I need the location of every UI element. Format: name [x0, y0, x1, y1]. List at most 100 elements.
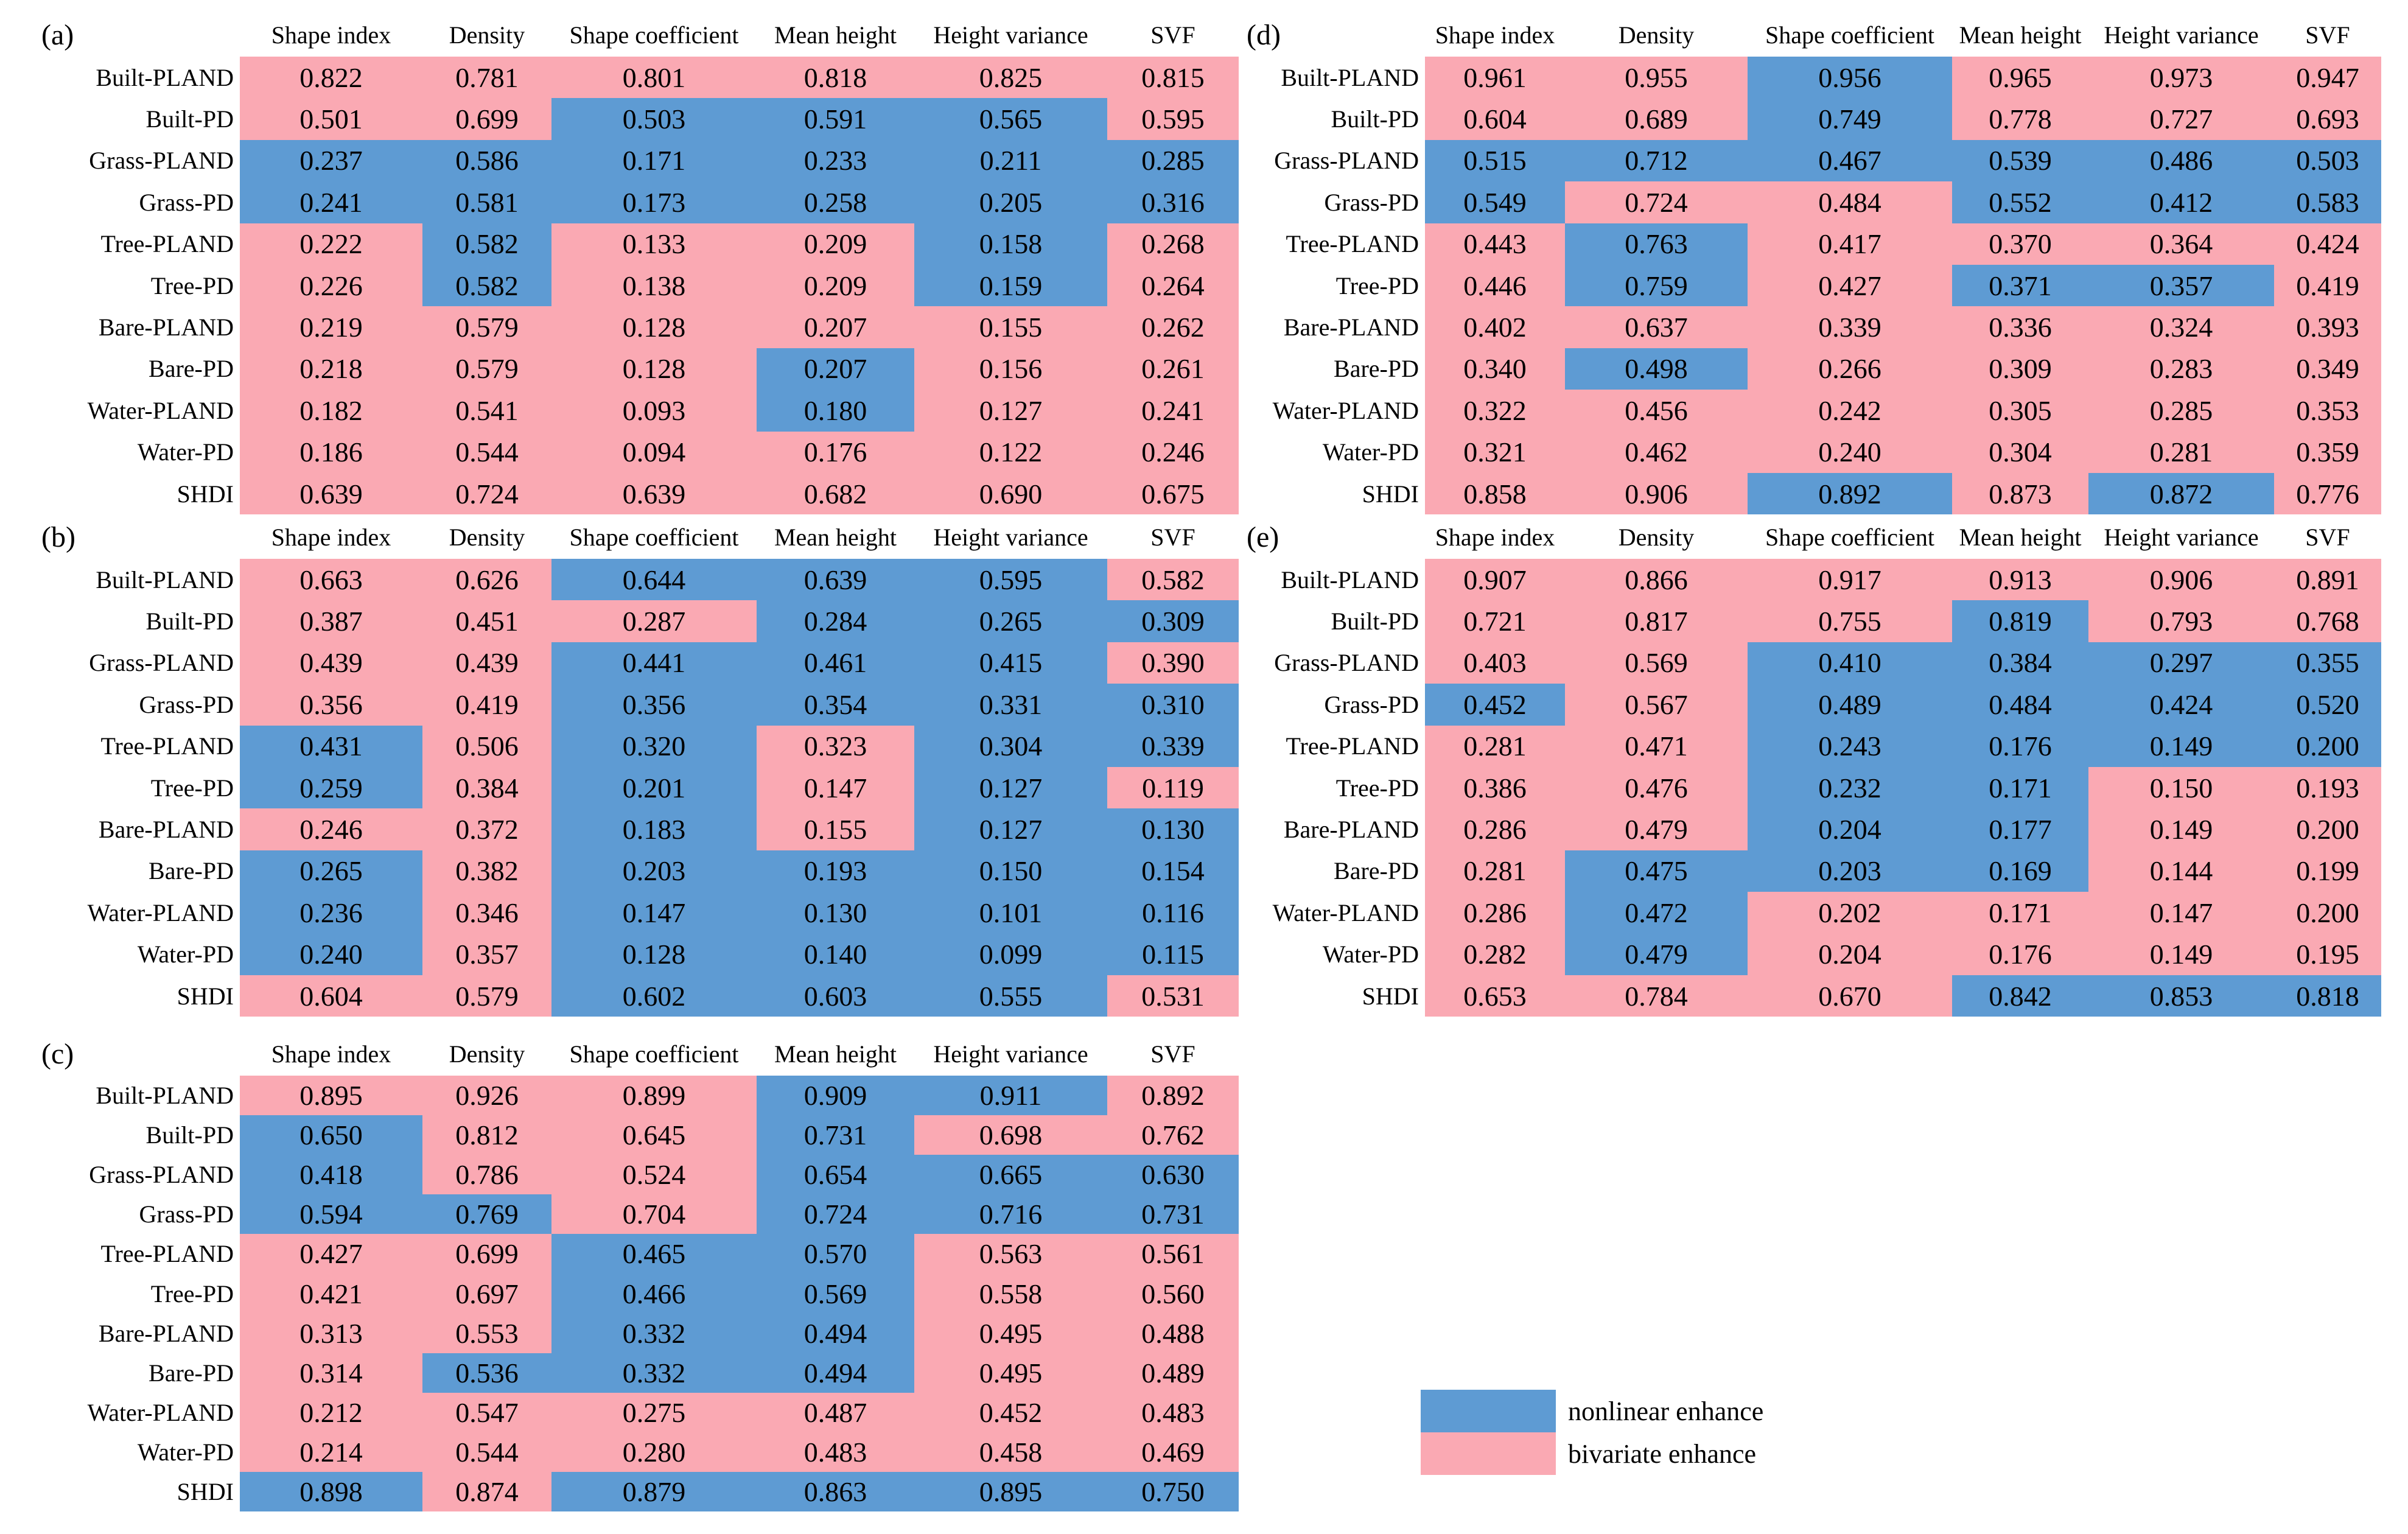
- value-cell-a-r2c4: 0.591: [757, 98, 914, 140]
- value-cell-e-r1c1: 0.907: [1425, 559, 1565, 601]
- value-cell-a-r9c4: 0.180: [757, 390, 914, 432]
- value-cell-e-r9c3: 0.202: [1748, 892, 1952, 934]
- value-cell-e-r6c5: 0.150: [2088, 766, 2274, 809]
- row-label-e-grass-pd: Grass-PD: [1243, 684, 1425, 726]
- value-cell-c-r2c2: 0.812: [422, 1115, 551, 1155]
- value-cell-e-r3c4: 0.384: [1952, 642, 2088, 684]
- value-cell-a-r9c1: 0.182: [240, 390, 422, 432]
- value-cell-d-r4c3: 0.484: [1748, 181, 1952, 223]
- row-label-d-bare-pd: Bare-PD: [1243, 348, 1425, 390]
- value-cell-a-r2c6: 0.595: [1107, 98, 1239, 140]
- value-cell-a-r1c3: 0.801: [551, 57, 757, 99]
- value-cell-b-r5c5: 0.304: [914, 725, 1107, 767]
- value-cell-b-r6c2: 0.384: [422, 766, 551, 809]
- row-label-c-bare-pland: Bare-PLAND: [38, 1313, 240, 1353]
- value-cell-e-r7c4: 0.177: [1952, 808, 2088, 850]
- panel-tag-a: (a): [41, 18, 74, 51]
- value-cell-c-r9c6: 0.483: [1107, 1392, 1239, 1432]
- panel-e: (e) Shape index Density Shape coefficient Me…: [1243, 515, 2381, 1017]
- value-cell-a-r4c1: 0.241: [240, 181, 422, 223]
- value-cell-e-r11c1: 0.653: [1425, 975, 1565, 1017]
- panel-tag-e: (e): [1247, 520, 1279, 553]
- value-cell-c-r2c4: 0.731: [757, 1115, 914, 1155]
- row-label-b-built-pd: Built-PD: [38, 600, 240, 642]
- row-label-a-grass-pland: Grass-PLAND: [38, 139, 240, 182]
- value-cell-d-r6c2: 0.759: [1565, 264, 1748, 307]
- value-cell-e-r1c5: 0.906: [2088, 559, 2274, 601]
- value-cell-c-r9c3: 0.275: [551, 1392, 757, 1432]
- value-cell-c-r4c2: 0.769: [422, 1194, 551, 1235]
- column-header-a-2: Density: [449, 21, 525, 49]
- value-cell-b-r10c6: 0.115: [1107, 933, 1239, 975]
- column-header-b-2: Density: [449, 523, 525, 551]
- value-cell-d-r6c3: 0.427: [1748, 264, 1952, 307]
- value-cell-d-r6c1: 0.446: [1425, 264, 1565, 307]
- value-cell-d-r1c4: 0.965: [1952, 57, 2088, 99]
- value-cell-c-r5c6: 0.561: [1107, 1234, 1239, 1274]
- value-cell-e-r2c3: 0.755: [1748, 600, 1952, 642]
- value-cell-d-r1c3: 0.956: [1748, 57, 1952, 99]
- value-cell-a-r8c5: 0.156: [914, 348, 1107, 390]
- column-header-c-4: Mean height: [774, 1040, 897, 1068]
- value-cell-a-r7c5: 0.155: [914, 306, 1107, 348]
- panel-grid-a: Shape index Density Shape coefficient Mean …: [38, 13, 1239, 515]
- value-cell-b-r4c5: 0.331: [914, 684, 1107, 726]
- value-cell-b-r4c3: 0.356: [551, 684, 757, 726]
- value-cell-e-r1c3: 0.917: [1748, 559, 1952, 601]
- value-cell-c-r10c5: 0.458: [914, 1432, 1107, 1472]
- value-cell-c-r1c1: 0.895: [240, 1076, 422, 1116]
- value-cell-e-r2c2: 0.817: [1565, 600, 1748, 642]
- row-label-d-bare-pland: Bare-PLAND: [1243, 306, 1425, 348]
- value-cell-b-r1c6: 0.582: [1107, 559, 1239, 601]
- value-cell-e-r1c6: 0.891: [2274, 559, 2381, 601]
- value-cell-c-r11c6: 0.750: [1107, 1471, 1239, 1512]
- value-cell-d-r5c2: 0.763: [1565, 223, 1748, 265]
- row-label-e-grass-pland: Grass-PLAND: [1243, 642, 1425, 684]
- value-cell-c-r11c4: 0.863: [757, 1471, 914, 1512]
- value-cell-b-r8c4: 0.193: [757, 850, 914, 892]
- value-cell-a-r1c1: 0.822: [240, 57, 422, 99]
- row-label-b-bare-pd: Bare-PD: [38, 850, 240, 892]
- value-cell-d-r4c5: 0.412: [2088, 181, 2274, 223]
- value-cell-b-r9c4: 0.130: [757, 892, 914, 934]
- row-label-d-grass-pland: Grass-PLAND: [1243, 139, 1425, 182]
- row-label-a-tree-pland: Tree-PLAND: [38, 223, 240, 265]
- value-cell-c-r10c3: 0.280: [551, 1432, 757, 1472]
- value-cell-e-r8c4: 0.169: [1952, 850, 2088, 892]
- value-cell-e-r11c5: 0.853: [2088, 975, 2274, 1017]
- row-label-d-water-pd: Water-PD: [1243, 431, 1425, 473]
- value-cell-a-r11c2: 0.724: [422, 472, 551, 515]
- value-cell-b-r9c5: 0.101: [914, 892, 1107, 934]
- legend: nonlinear enhance bivariate enhance: [1421, 1390, 1763, 1475]
- value-cell-d-r5c5: 0.364: [2088, 223, 2274, 265]
- value-cell-d-r3c1: 0.515: [1425, 139, 1565, 182]
- value-cell-a-r2c3: 0.503: [551, 98, 757, 140]
- value-cell-b-r9c6: 0.116: [1107, 892, 1239, 934]
- value-cell-e-r7c6: 0.200: [2274, 808, 2381, 850]
- value-cell-a-r6c3: 0.138: [551, 264, 757, 307]
- value-cell-c-r5c5: 0.563: [914, 1234, 1107, 1274]
- row-label-a-water-pd: Water-PD: [38, 431, 240, 473]
- value-cell-b-r2c1: 0.387: [240, 600, 422, 642]
- value-cell-e-r2c5: 0.793: [2088, 600, 2274, 642]
- value-cell-a-r8c3: 0.128: [551, 348, 757, 390]
- column-header-d-3: Shape coefficient: [1765, 21, 1935, 49]
- column-header-a-5: Height variance: [933, 21, 1088, 49]
- value-cell-d-r2c4: 0.778: [1952, 98, 2088, 140]
- row-label-c-tree-pland: Tree-PLAND: [38, 1234, 240, 1274]
- row-label-a-built-pd: Built-PD: [38, 98, 240, 140]
- row-label-b-tree-pland: Tree-PLAND: [38, 725, 240, 767]
- row-label-a-built-pland: Built-PLAND: [38, 57, 240, 99]
- value-cell-b-r5c1: 0.431: [240, 725, 422, 767]
- value-cell-b-r7c4: 0.155: [757, 808, 914, 850]
- value-cell-a-r10c4: 0.176: [757, 431, 914, 473]
- value-cell-a-r3c6: 0.285: [1107, 139, 1239, 182]
- value-cell-c-r5c3: 0.465: [551, 1234, 757, 1274]
- value-cell-d-r8c2: 0.498: [1565, 348, 1748, 390]
- column-header-d-6: SVF: [2305, 21, 2350, 49]
- value-cell-d-r5c1: 0.443: [1425, 223, 1565, 265]
- value-cell-e-r11c4: 0.842: [1952, 975, 2088, 1017]
- value-cell-b-r1c1: 0.663: [240, 559, 422, 601]
- value-cell-d-r8c3: 0.266: [1748, 348, 1952, 390]
